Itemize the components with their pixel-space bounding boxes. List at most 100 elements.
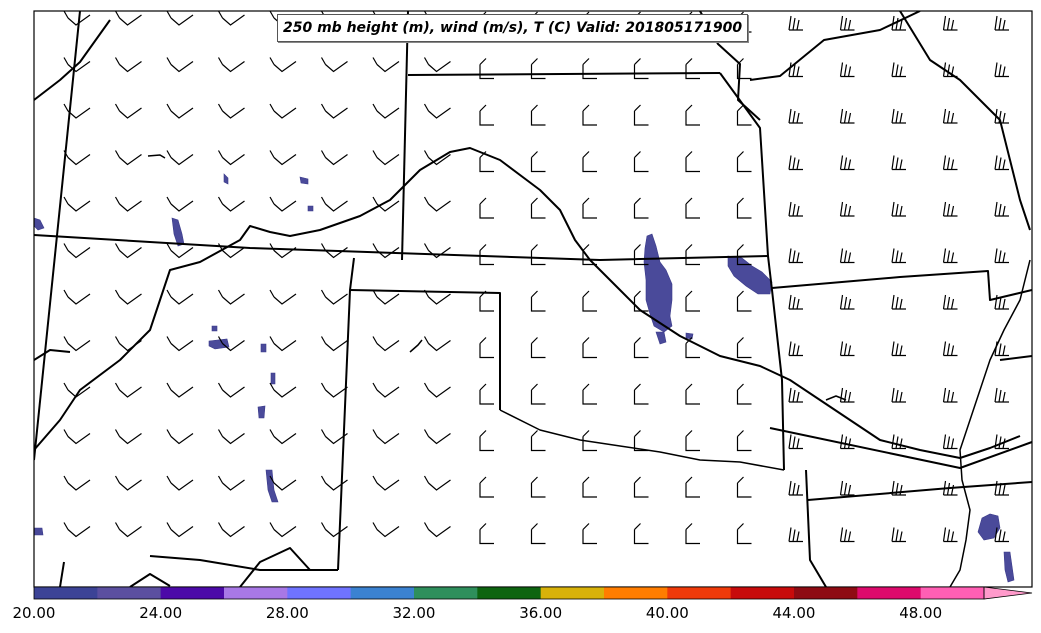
wind-barb	[685, 383, 700, 405]
boundary-line	[59, 561, 65, 587]
wind-barb	[217, 243, 245, 259]
boundary-line	[34, 19, 111, 101]
wind-barb	[63, 289, 91, 305]
colorbar-swatch	[477, 587, 542, 599]
temp-patch-small	[260, 343, 267, 353]
wind-barb	[114, 150, 142, 166]
wind-barb	[479, 383, 494, 405]
wind-barb	[166, 429, 194, 445]
wind-barb	[891, 527, 906, 543]
wind-barb	[942, 387, 958, 403]
wind-barb	[269, 336, 297, 352]
temp-patch-small	[307, 205, 314, 212]
wind-barb	[942, 341, 958, 357]
wind-barb	[63, 336, 91, 352]
temperature-patches	[34, 173, 1015, 583]
boundary-line	[239, 547, 311, 587]
wind-barb	[942, 201, 958, 217]
wind-barb	[788, 155, 803, 171]
colorbar-swatch	[160, 587, 225, 599]
temp-patch-small	[655, 331, 667, 345]
map-title: 250 mb height (m), wind (m/s), T (C) Val…	[277, 14, 749, 42]
wind-barb	[320, 103, 348, 119]
wind-barb	[372, 336, 400, 352]
wind-barb	[633, 523, 649, 545]
boundary-line	[337, 257, 355, 571]
wind-barb	[633, 290, 649, 312]
wind-barb	[839, 155, 855, 171]
wind-barb	[63, 243, 91, 259]
wind-barb	[942, 248, 958, 264]
wind-barb	[994, 248, 1009, 264]
wind-barb	[994, 201, 1009, 217]
wind-barb	[839, 434, 855, 450]
wind-barb	[530, 430, 546, 452]
wind-barb	[320, 150, 348, 166]
wind-barb	[633, 104, 649, 126]
temp-patch-small	[1003, 551, 1015, 583]
wind-barb	[788, 294, 803, 310]
wind-barb	[891, 341, 906, 357]
wind-barb	[479, 197, 494, 219]
colorbar-swatch	[287, 587, 352, 599]
wind-barb	[63, 429, 91, 445]
wind-barb	[63, 150, 91, 166]
temp-patch-small	[299, 176, 309, 185]
wind-barb	[685, 290, 700, 312]
wind-barb	[736, 430, 752, 452]
wind-barb	[320, 475, 348, 491]
wind-barb	[114, 103, 142, 119]
wind-barb	[423, 429, 451, 445]
boundary-line	[401, 11, 409, 261]
temp-patch-small	[265, 469, 279, 503]
wind-barb	[479, 337, 494, 359]
wind-barb	[217, 196, 245, 212]
river-small	[409, 339, 423, 353]
wind-barb	[788, 387, 803, 403]
boundary-line	[719, 72, 785, 471]
wind-barb	[114, 429, 142, 445]
wind-barb	[269, 103, 297, 119]
wind-barb	[942, 527, 958, 543]
wind-barb	[530, 244, 546, 266]
colorbar-tick-label: 32.00	[393, 604, 436, 622]
wind-barb	[479, 104, 494, 126]
wind-barb	[269, 289, 297, 305]
wind-barb	[685, 197, 700, 219]
wind-barb	[372, 196, 400, 212]
wind-barb	[788, 341, 803, 357]
boundary-line	[34, 234, 769, 261]
colorbar-swatch	[414, 587, 478, 599]
wind-barb	[736, 337, 752, 359]
wind-barb	[530, 58, 546, 80]
wind-barb	[372, 429, 400, 445]
colorbar-tick-label: 36.00	[519, 604, 562, 622]
colorbar-swatch	[794, 587, 858, 599]
wind-barb	[788, 201, 803, 217]
wind-barb	[994, 480, 1009, 496]
wind-barb	[269, 475, 297, 491]
wind-barb	[633, 383, 649, 405]
boundary-line	[129, 573, 171, 587]
colorbar-tick-label: 20.00	[13, 604, 56, 622]
wind-barb	[891, 62, 906, 78]
wind-barb	[320, 522, 348, 538]
colorbar	[33, 586, 1033, 600]
boundary-line	[349, 289, 501, 410]
wind-barb	[530, 337, 546, 359]
colorbar-tick-labels: 20.00 24.00 28.00 32.00 36.00 40.00 44.00 48.00	[13, 604, 943, 622]
wind-barb	[736, 244, 752, 266]
wind-barb	[320, 243, 348, 259]
wind-barb	[633, 337, 649, 359]
wind-barb	[582, 58, 597, 80]
wind-barb	[372, 382, 400, 398]
wind-barb	[839, 108, 855, 124]
wind-barb	[891, 15, 906, 31]
wind-barb	[839, 62, 855, 78]
wind-barb	[582, 337, 597, 359]
colorbar-swatch	[34, 587, 98, 599]
map-frame	[33, 10, 1033, 588]
wind-barb	[942, 62, 958, 78]
wind-barb	[736, 104, 752, 126]
